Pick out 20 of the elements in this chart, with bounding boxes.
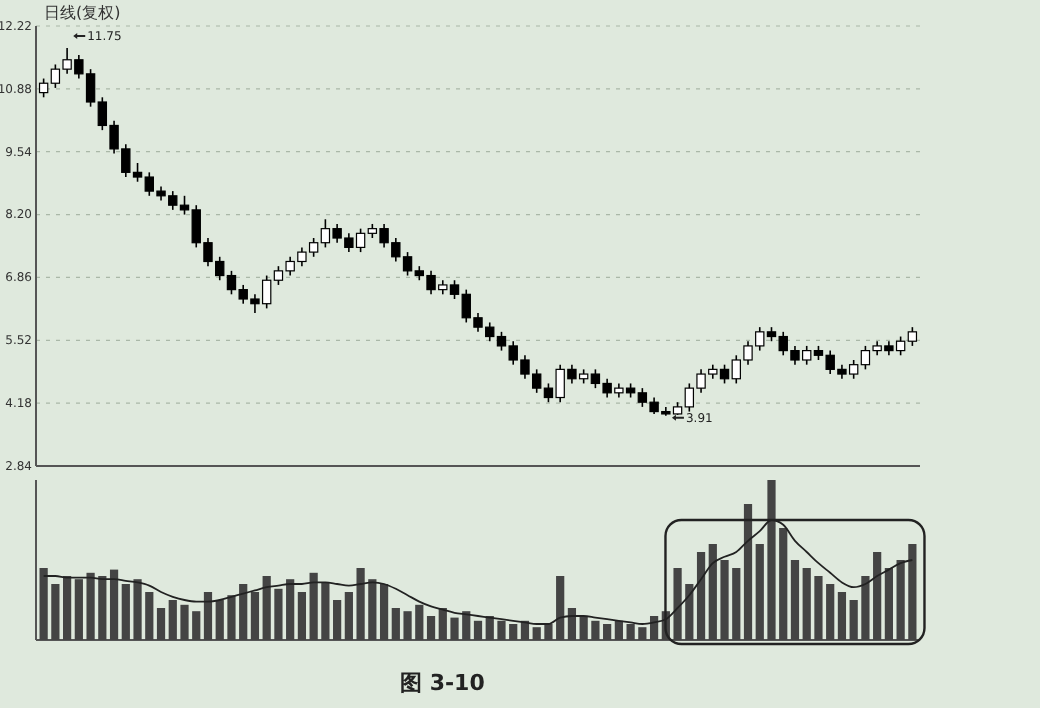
- bar: [109, 569, 119, 640]
- bar: [203, 592, 213, 640]
- bar: [567, 608, 577, 640]
- chart-title: 日线(复权): [44, 4, 121, 22]
- bar: [884, 568, 893, 640]
- bar: [696, 552, 706, 640]
- bar: [297, 592, 307, 640]
- bar: [743, 504, 753, 640]
- bar: [379, 584, 389, 640]
- bar: [837, 592, 847, 640]
- bar: [649, 616, 659, 640]
- bar: [63, 576, 72, 640]
- caption: 图 3-10: [400, 670, 486, 696]
- bar: [790, 560, 800, 640]
- bar: [333, 600, 342, 640]
- bar: [156, 608, 166, 640]
- bar: [614, 620, 623, 640]
- bar: [473, 620, 483, 640]
- bar: [426, 616, 436, 640]
- bar: [250, 592, 260, 640]
